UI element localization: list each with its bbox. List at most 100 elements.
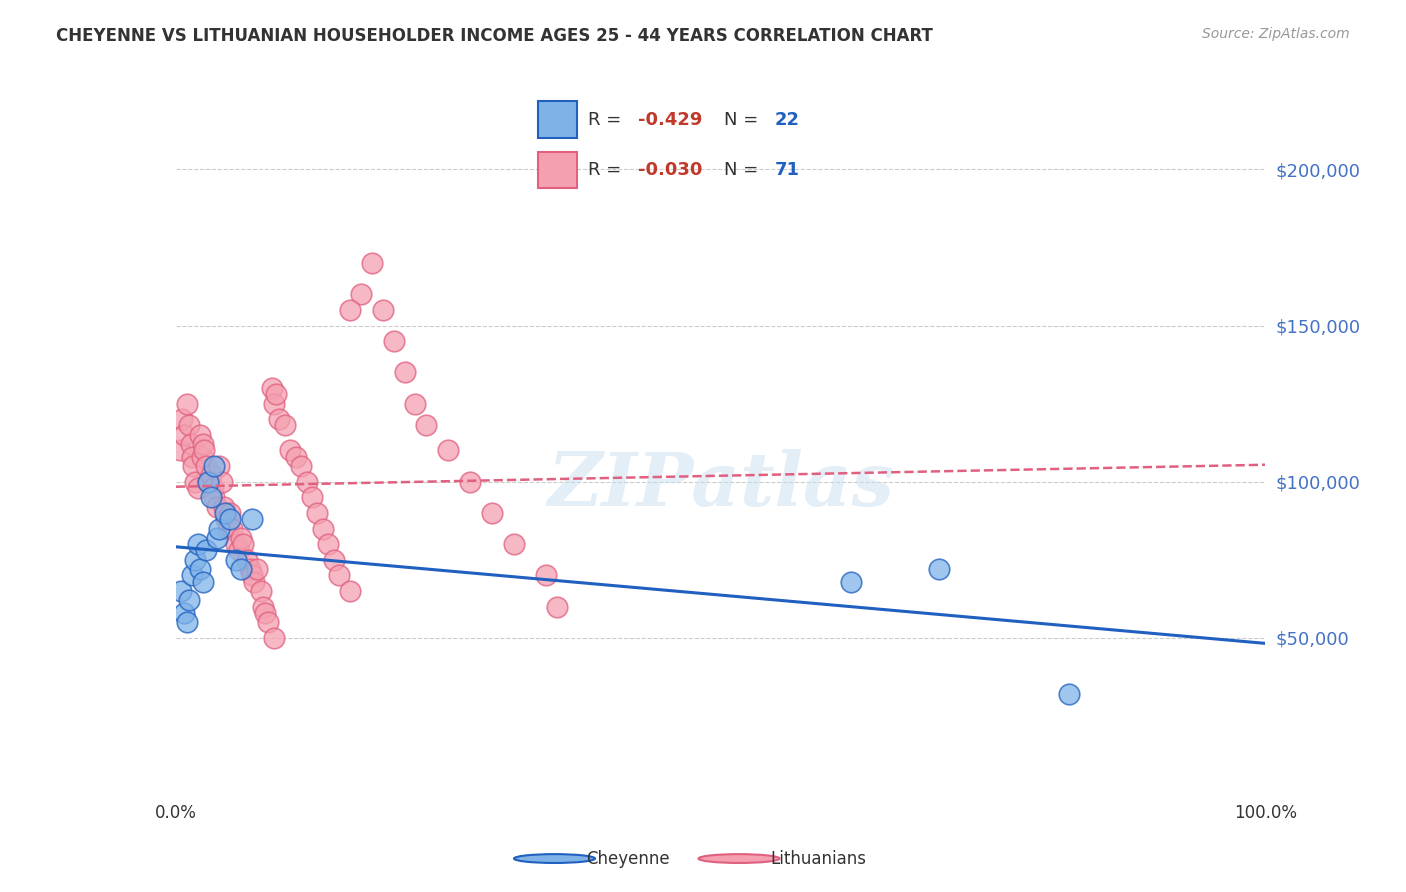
Point (214, 506, 236, 520)
Point (176, 396, 198, 410)
Point (217, 521, 239, 535)
Point (350, 287, 373, 301)
Point (211, 475, 233, 489)
Point (193, 443, 215, 458)
Point (405, 396, 427, 410)
Point (202, 458, 225, 473)
Point (534, 568, 557, 582)
Point (225, 552, 247, 567)
Point (394, 366, 416, 380)
Point (181, 568, 204, 582)
Point (278, 443, 301, 458)
Point (928, 562, 950, 576)
Point (188, 427, 211, 442)
Point (181, 450, 204, 464)
Point (184, 552, 207, 567)
Point (219, 512, 242, 526)
Point (225, 537, 247, 551)
Point (301, 490, 323, 504)
Point (312, 521, 335, 535)
Point (191, 437, 214, 451)
Text: CHEYENNE VS LITHUANIAN HOUSEHOLDER INCOME AGES 25 - 44 YEARS CORRELATION CHART: CHEYENNE VS LITHUANIAN HOUSEHOLDER INCOM… (56, 27, 934, 45)
Point (177, 593, 200, 607)
Point (260, 381, 283, 395)
Point (263, 631, 285, 645)
Point (1057, 687, 1080, 701)
Point (205, 500, 228, 514)
Point (219, 506, 242, 520)
Point (186, 537, 209, 551)
Point (257, 615, 280, 630)
Point (176, 615, 198, 630)
Point (240, 512, 263, 526)
Text: R =: R = (588, 161, 627, 179)
Point (339, 303, 361, 318)
Point (232, 537, 254, 551)
Point (235, 552, 257, 567)
Point (177, 418, 200, 433)
Point (274, 418, 297, 433)
Point (197, 475, 219, 489)
Point (212, 500, 235, 514)
Point (221, 521, 243, 535)
Point (186, 481, 209, 495)
Point (195, 458, 218, 473)
Text: Cheyenne: Cheyenne (586, 849, 669, 868)
Point (243, 574, 266, 589)
Text: -0.030: -0.030 (638, 161, 703, 179)
Point (205, 531, 228, 545)
Point (208, 521, 231, 535)
Text: N =: N = (724, 161, 765, 179)
Point (318, 537, 340, 551)
Point (215, 512, 238, 526)
Point (284, 450, 307, 464)
Point (269, 412, 291, 426)
Point (169, 443, 191, 458)
Point (246, 562, 269, 576)
Point (201, 481, 224, 495)
Point (195, 543, 218, 558)
Text: ZIPatlas: ZIPatlas (547, 449, 894, 521)
Point (184, 475, 207, 489)
Point (170, 583, 193, 598)
Point (481, 506, 503, 520)
Point (546, 599, 568, 614)
Point (231, 531, 253, 545)
Point (458, 475, 481, 489)
Text: Source: ZipAtlas.com: Source: ZipAtlas.com (1202, 27, 1350, 41)
Point (188, 562, 211, 576)
Point (181, 458, 204, 473)
Point (239, 562, 262, 576)
Point (415, 418, 437, 433)
Point (360, 256, 382, 270)
Point (382, 334, 405, 348)
Text: 22: 22 (775, 111, 800, 128)
Text: -0.429: -0.429 (638, 111, 703, 128)
Text: N =: N = (724, 111, 765, 128)
Text: R =: R = (588, 111, 627, 128)
Point (252, 599, 274, 614)
Point (322, 552, 344, 567)
Circle shape (699, 855, 779, 863)
Point (841, 574, 863, 589)
Point (295, 475, 318, 489)
Text: 71: 71 (775, 161, 800, 179)
Point (191, 450, 214, 464)
Point (180, 437, 202, 451)
Point (191, 574, 214, 589)
Point (264, 387, 287, 401)
Bar (538, 152, 578, 188)
Point (254, 606, 277, 620)
Point (240, 568, 263, 582)
Point (339, 583, 361, 598)
Point (231, 562, 253, 576)
Point (307, 506, 329, 520)
Point (173, 427, 195, 442)
Point (197, 475, 219, 489)
Point (208, 458, 231, 473)
Point (228, 543, 250, 558)
Point (200, 468, 222, 483)
Bar (538, 102, 578, 138)
Point (249, 583, 271, 598)
Point (200, 490, 222, 504)
